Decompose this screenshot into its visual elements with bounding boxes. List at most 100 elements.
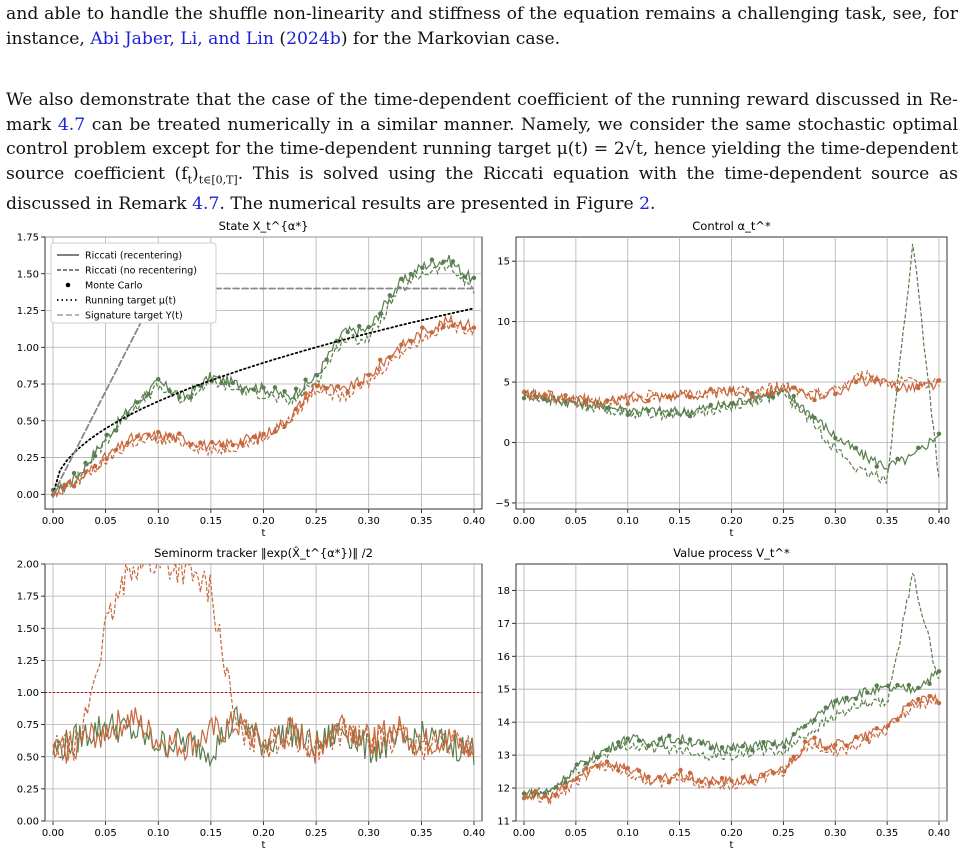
citation-abi-jaber-link[interactable]: Abi Jaber, Li, and Lin [90,28,274,49]
monte-carlo-point [853,734,859,740]
series-line-orange-dashed [523,369,940,407]
x-tick-label: 0.40 [463,828,485,839]
monte-carlo-point [356,323,362,329]
monte-carlo-point [584,401,589,406]
monte-carlo-point [916,696,921,702]
monte-carlo-point [833,699,838,704]
y-tick-label: 0.75 [17,380,39,391]
monte-carlo-point [833,742,838,748]
chart-title: State X_t^{α*} [219,219,309,233]
y-tick-label: 14 [497,718,510,729]
figure-ref-link[interactable]: 2 [639,194,651,215]
monte-carlo-point [366,372,371,378]
monte-carlo-point [198,440,203,445]
x-tick-label: 0.40 [928,828,950,839]
x-axis-label: t [730,840,734,851]
y-tick-label: 2.00 [17,560,39,571]
monte-carlo-point [177,431,182,436]
y-tick-label: 0.50 [17,416,39,427]
monte-carlo-point [657,736,663,742]
y-tick-label: 1.50 [17,624,39,635]
legend-label: Riccati (recentering) [85,251,182,262]
monte-carlo-point [853,696,859,701]
monte-carlo-point [261,431,266,436]
monte-carlo-point [823,746,829,751]
monte-carlo-point [293,386,299,391]
monte-carlo-point [366,324,371,330]
legend-label: Monte Carlo [85,281,143,292]
monte-carlo-point [936,431,942,436]
series-line-orange-solid [52,707,475,764]
monte-carlo-point [230,442,236,448]
monte-carlo-point [616,740,621,745]
series-line-orange-dashed [523,697,940,806]
monte-carlo-point [345,329,350,335]
y-tick-label: 15 [497,685,510,696]
x-tick-label: 0.10 [617,516,639,527]
monte-carlo-point [844,695,849,701]
remark-ref-link-2[interactable]: 4.7 [192,194,220,215]
p1-prefix: instance, [6,28,85,49]
monte-carlo-point [604,759,610,764]
x-tick-label: 0.00 [42,828,64,839]
p2-text-c: ) [192,163,199,184]
x-tick-label: 0.10 [617,828,639,839]
x-tick-label: 0.35 [876,516,898,527]
monte-carlo-point [927,694,932,699]
series-line-orange-dashed [52,319,475,495]
y-tick-label: 0.25 [17,784,39,795]
monte-carlo-point [865,690,870,695]
monte-carlo-point [604,747,610,753]
monte-carlo-point [657,774,663,780]
monte-carlo-point [92,463,98,469]
monte-carlo-point [895,387,900,393]
monte-carlo-point [812,735,817,740]
y-tick-label: 11 [497,817,510,828]
monte-carlo-point [740,744,746,749]
x-tick-label: 0.05 [565,828,587,839]
monte-carlo-point [782,744,787,750]
x-tick-label: 0.15 [200,516,222,527]
monte-carlo-point [729,778,734,784]
monte-carlo-point [853,445,859,451]
monte-carlo-point [636,768,642,773]
monte-carlo-point [719,775,725,781]
monte-carlo-point [812,717,817,723]
monte-carlo-point [387,355,392,360]
monte-carlo-point [167,432,172,437]
x-axis-label: t [262,528,266,539]
x-tick-label: 0.00 [513,516,535,527]
monte-carlo-point [219,443,224,448]
monte-carlo-point [574,776,580,781]
y-tick-label: 15 [497,257,510,268]
p2-text-a: We also demonstrate that the case of the… [6,90,958,135]
paragraph-1: and able to handle the shuffle non-linea… [6,2,958,51]
p2-sub-range: t∈[0,T] [198,172,238,186]
monte-carlo-point [853,379,859,385]
monte-carlo-point [812,397,817,403]
monte-carlo-point [135,434,140,439]
p1-line1: and able to handle the shuffle non-linea… [6,4,958,24]
monte-carlo-point [71,470,77,476]
y-tick-label: 1.25 [17,306,39,317]
monte-carlo-point [761,739,766,745]
chart-panel-1: 0.00 0.05 0.10 0.15 0.20 0.25 0.30 0.35 0.40 0.00… [17,219,485,539]
citation-year-link[interactable]: 2024b [286,28,341,49]
chart-title: Seminorm tracker ‖exp(X̂_t^{α*})‖ /2 [154,546,373,560]
series-group [50,254,477,499]
y-tick-label: 12 [497,784,510,795]
monte-carlo-point [584,766,589,771]
monte-carlo-point [750,394,755,400]
monte-carlo-point [895,682,900,688]
monte-carlo-point [791,732,796,737]
monte-carlo-point [387,293,392,298]
x-tick-label: 0.20 [720,516,742,527]
figure-2: 0.00 0.05 0.10 0.15 0.20 0.25 0.30 0.35 0.400.00… [17,219,950,851]
remark-ref-link-1[interactable]: 4.7 [57,114,86,135]
chart-title: Control α_t^* [692,219,771,233]
monte-carlo-point [462,274,467,279]
legend-box [50,242,217,324]
series-line-green-dashed [523,572,940,797]
monte-carlo-point [533,788,538,794]
p1-cite-open: ( [273,28,287,49]
